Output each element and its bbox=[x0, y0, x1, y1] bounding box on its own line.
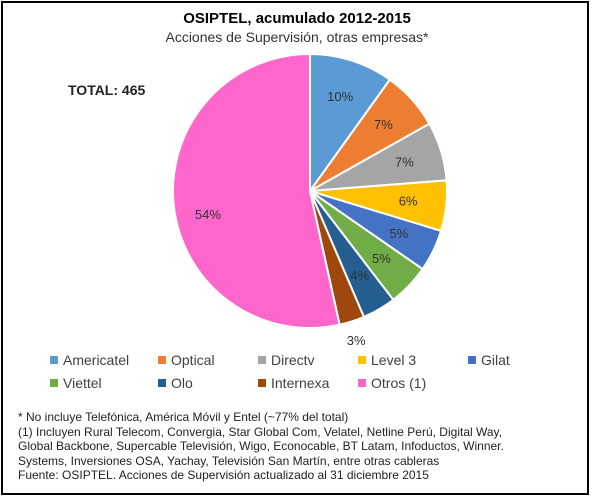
footnote: * No incluye Telefónica, América Móvil y… bbox=[18, 410, 578, 483]
pie-chart: 10%7%7%6%5%5%4%3%54% bbox=[172, 52, 448, 348]
data-label-internexa: 3% bbox=[347, 333, 366, 348]
pie-labels: 10%7%7%6%5%5%4%3%54% bbox=[195, 89, 418, 348]
legend-label: Otros (1) bbox=[371, 375, 427, 391]
total-label: TOTAL: 465 bbox=[68, 82, 146, 98]
data-label-otros-1: 54% bbox=[195, 207, 221, 222]
legend-item-directv: Directv bbox=[258, 352, 315, 368]
data-label-gilat: 5% bbox=[389, 226, 408, 241]
data-label-viettel: 5% bbox=[372, 251, 391, 266]
legend-swatch bbox=[158, 356, 166, 364]
legend-swatch bbox=[50, 356, 58, 364]
data-label-level-3: 6% bbox=[399, 194, 418, 209]
legend-label: Gilat bbox=[481, 352, 510, 368]
chart-title: OSIPTEL, acumulado 2012-2015 bbox=[183, 10, 411, 27]
legend-label: Viettel bbox=[63, 375, 102, 391]
footnote-line: Fuente: OSIPTEL. Acciones de Supervisión… bbox=[18, 468, 429, 482]
footnote-line: (1) Incluyen Rural Telecom, Convergia, S… bbox=[18, 424, 502, 439]
legend-label: Level 3 bbox=[371, 352, 417, 368]
legend-item-americatel: Americatel bbox=[50, 352, 129, 368]
data-label-optical: 7% bbox=[374, 117, 393, 132]
legend-label: Optical bbox=[171, 352, 215, 368]
legend-item-level-3: Level 3 bbox=[358, 352, 416, 368]
legend-label: Directv bbox=[271, 352, 315, 368]
legend-swatch bbox=[258, 356, 266, 364]
legend-label: Americatel bbox=[63, 352, 130, 368]
pie-slice-americatel bbox=[309, 52, 392, 195]
chart-subtitle: Acciones de Supervisión, otras empresas* bbox=[165, 29, 429, 45]
legend-swatch bbox=[50, 379, 58, 387]
legend-swatch bbox=[258, 379, 266, 387]
legend-label: Internexa bbox=[271, 375, 330, 391]
data-label-olo: 4% bbox=[350, 268, 369, 283]
legend-item-optical: Optical bbox=[158, 352, 215, 368]
footnote-line: * No incluye Telefónica, América Móvil y… bbox=[18, 410, 349, 424]
legend-item-viettel: Viettel bbox=[50, 375, 102, 391]
legend-item-gilat: Gilat bbox=[468, 352, 510, 368]
data-label-americatel: 10% bbox=[327, 89, 353, 104]
legend-swatch bbox=[468, 356, 476, 364]
footnote-line: Systems, Inversiones OSA, Yachay, Televi… bbox=[18, 453, 440, 468]
legend-label: Olo bbox=[171, 375, 193, 391]
legend-swatch bbox=[358, 356, 366, 364]
data-label-directv: 7% bbox=[395, 154, 414, 169]
pie-slices bbox=[172, 52, 448, 329]
legend-swatch bbox=[358, 379, 366, 387]
legend-item-internexa: Internexa bbox=[258, 375, 329, 391]
legend-item-olo: Olo bbox=[158, 375, 193, 391]
legend-swatch bbox=[158, 379, 166, 387]
footnote-line: Global Backbone, Supercable Televisión, … bbox=[18, 439, 504, 453]
pie-slice-otros-1 bbox=[172, 52, 341, 329]
legend-item-otros-1: Otros (1) bbox=[358, 375, 426, 391]
